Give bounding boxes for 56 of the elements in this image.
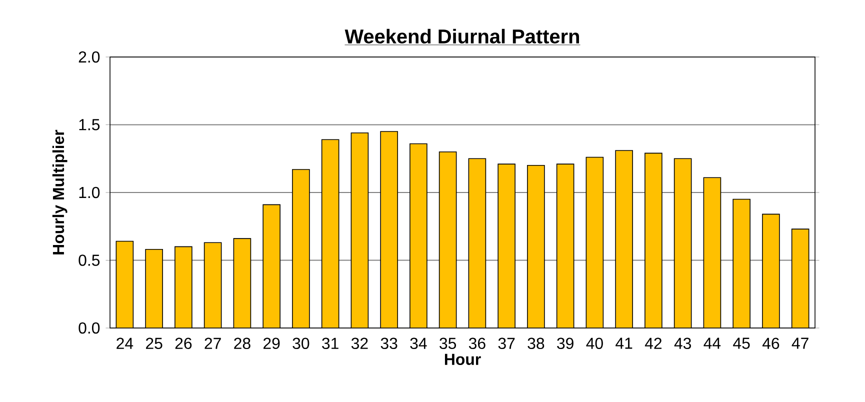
x-tick-label: 25	[146, 338, 162, 350]
x-tick-label: 30	[292, 338, 310, 350]
bar	[380, 132, 398, 328]
x-tick-label: 40	[586, 338, 603, 350]
x-tick-label: 42	[644, 338, 662, 349]
bar	[204, 242, 222, 328]
bar	[468, 158, 486, 328]
y-tick-label: 0.0	[78, 322, 100, 334]
x-tick-label: 44	[704, 338, 721, 349]
y-tick-label: 0.5	[78, 254, 100, 266]
bar	[733, 199, 750, 328]
bar	[174, 246, 192, 328]
bar	[762, 214, 780, 328]
bar	[292, 169, 310, 328]
x-tick-label: 32	[351, 338, 368, 350]
bar	[704, 178, 721, 328]
bar	[234, 238, 251, 328]
bar	[322, 140, 339, 328]
bar	[498, 164, 516, 328]
bar	[439, 152, 456, 328]
x-tick-label: 37	[498, 338, 515, 350]
bar	[116, 241, 134, 328]
x-tick-label: 27	[204, 338, 221, 349]
x-tick-label: 46	[762, 338, 780, 350]
x-tick-label: 34	[410, 338, 427, 350]
bar	[616, 150, 633, 328]
x-tick-label: 36	[468, 338, 486, 350]
y-tick-label: 1.0	[79, 186, 100, 198]
x-tick-label: 47	[792, 338, 808, 349]
x-tick-label: 28	[234, 338, 250, 350]
x-tick-label: 35	[440, 338, 456, 350]
y-axis-title: Hourly Multiplier	[52, 130, 68, 254]
x-tick-label: 29	[264, 338, 280, 350]
bar	[351, 132, 368, 328]
x-tick-label: 45	[733, 338, 750, 349]
bar	[410, 144, 427, 328]
bar	[674, 158, 692, 328]
bar	[263, 204, 280, 328]
bar	[146, 249, 163, 328]
bar	[527, 165, 544, 328]
x-tick-label: 26	[175, 338, 192, 350]
x-tick-label: 41	[616, 338, 632, 349]
x-tick-label: 43	[674, 338, 691, 350]
chart-title: Weekend Diurnal Pattern	[344, 28, 579, 44]
x-tick-label: 33	[380, 338, 398, 350]
bar	[556, 164, 574, 328]
x-axis-title: Hour	[444, 354, 481, 365]
x-tick-label: 39	[557, 338, 574, 350]
y-tick-label: 1.5	[79, 119, 100, 130]
y-tick-label: 2.0	[78, 51, 100, 63]
bar	[791, 228, 810, 328]
bar	[644, 153, 662, 328]
x-tick-label: 31	[322, 338, 338, 350]
x-tick-label: 38	[528, 338, 544, 350]
x-tick-label: 24	[116, 338, 134, 349]
bar	[586, 157, 604, 328]
